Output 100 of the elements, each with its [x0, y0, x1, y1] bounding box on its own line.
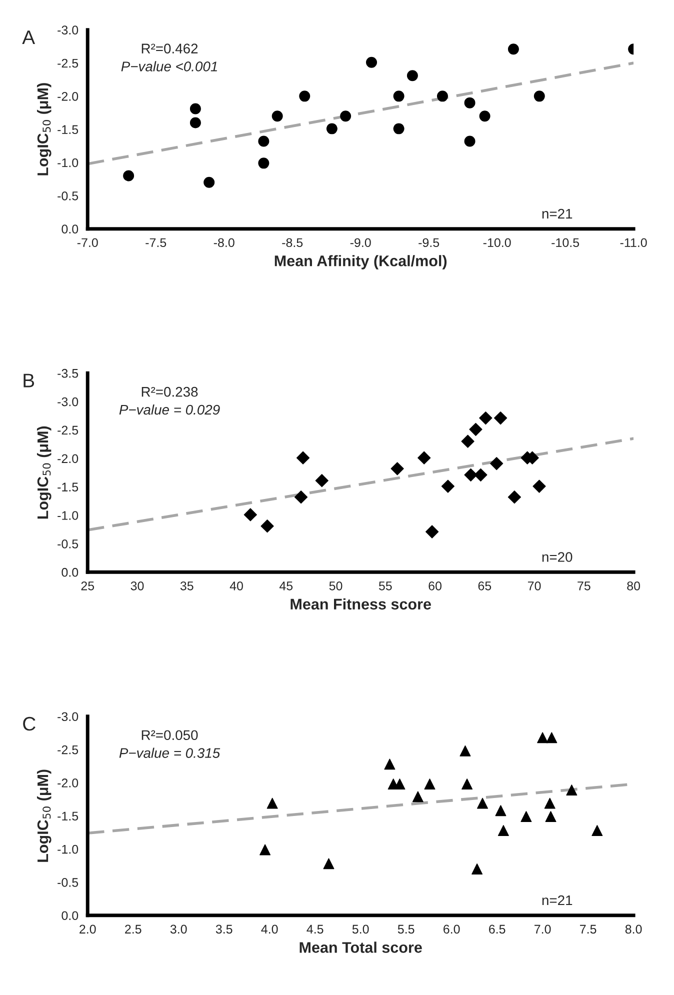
x-tick-label: 55	[378, 582, 392, 590]
point	[190, 117, 201, 128]
text: A	[22, 30, 36, 44]
point	[296, 451, 310, 464]
x-tick-label: -10.5	[552, 238, 580, 248]
y-axis-title: LogIC$_{50}$ (μM)	[36, 770, 52, 862]
point	[390, 462, 404, 476]
point	[532, 480, 546, 493]
x-tick-label: -7.0	[77, 238, 98, 248]
text: C	[23, 716, 36, 731]
x-tick-label: 7.0	[534, 924, 551, 934]
y-tick-label: -2.0	[58, 92, 78, 101]
y-tick-label: -0.5	[58, 878, 78, 887]
x-tick-label: 7.5	[580, 924, 596, 934]
x-tick-label: 60	[428, 581, 442, 590]
y-tick-label: -1.5	[58, 482, 78, 492]
x-tick-label: 5.5	[398, 924, 414, 934]
point	[495, 805, 506, 816]
x-tick-label: -10.0	[483, 238, 511, 248]
y-tick-label: -1.0	[58, 844, 78, 854]
point	[537, 732, 548, 744]
point	[545, 811, 556, 822]
point	[204, 176, 215, 188]
point	[479, 411, 492, 425]
x-tick-label: -7.5	[146, 238, 166, 248]
x-tick-label: 6.5	[489, 924, 506, 934]
x-axis-title: Mean Affinity (Kcal/mol)	[274, 255, 447, 270]
y-tick-label: -3.0	[58, 26, 78, 34]
point	[323, 858, 334, 870]
annotation: n=21	[542, 208, 572, 219]
annotation: P−value <0.001	[121, 61, 217, 72]
point	[460, 745, 471, 756]
point	[260, 844, 271, 856]
x-tick-label: 65	[478, 581, 492, 590]
y-tick-label: -0.5	[58, 191, 78, 200]
point	[425, 525, 439, 538]
point	[190, 103, 201, 114]
y-tick-label: -1.0	[58, 511, 78, 520]
point	[464, 97, 476, 108]
point	[479, 110, 490, 122]
point	[464, 136, 476, 147]
point	[244, 508, 257, 522]
y-tick-label: -1.5	[58, 125, 78, 134]
x-tick-label: -8.5	[282, 238, 303, 248]
point	[461, 434, 474, 448]
y-tick-label: -1.0	[58, 158, 78, 168]
x-tick-label: 45	[279, 582, 293, 590]
y-tick-label: -3.0	[58, 397, 78, 406]
point	[424, 778, 436, 790]
point	[490, 456, 504, 470]
point	[272, 110, 283, 122]
y-tick-label: -2.0	[58, 454, 78, 464]
x-tick-label: 8.0	[625, 924, 642, 934]
x-tick-label: 3.5	[216, 924, 232, 934]
point	[544, 798, 556, 809]
x-tick-label: -8.0	[214, 238, 234, 248]
annotation: P−value = 0.315	[119, 748, 220, 758]
point	[508, 490, 522, 504]
point	[477, 798, 488, 809]
point	[474, 468, 488, 482]
y-tick-label: 0.0	[62, 568, 78, 577]
x-tick-label: 4.5	[306, 924, 324, 934]
y-tick-label: -2.0	[58, 778, 78, 788]
x-tick-label: -9.0	[350, 238, 371, 248]
point	[412, 791, 424, 802]
annotation: R²=0.462	[142, 44, 198, 54]
x-tick-label: 75	[578, 582, 590, 590]
y-tick-label: -2.5	[58, 426, 78, 435]
x-tick-label: 3.0	[170, 924, 187, 934]
point	[260, 520, 274, 533]
y-tick-label: -0.5	[58, 539, 78, 548]
x-tick-label: 4.0	[261, 924, 278, 934]
x-tick-label: 30	[130, 581, 144, 590]
x-tick-label: 6.0	[444, 924, 460, 934]
x-tick-label: 2.0	[80, 924, 96, 934]
x-axis-title: Mean Total score	[300, 942, 422, 953]
point	[406, 70, 418, 82]
point	[258, 158, 270, 169]
point	[294, 490, 308, 504]
annotation: R²=0.050	[142, 730, 198, 740]
point	[472, 863, 483, 874]
y-tick-label: 0.0	[62, 911, 78, 920]
point	[366, 56, 378, 68]
point	[384, 758, 396, 770]
point	[469, 422, 482, 436]
annotation: R²=0.238	[142, 386, 198, 397]
point	[441, 480, 454, 493]
point	[326, 123, 338, 134]
y-axis-title: LogIC$_{50}$ (μM)	[36, 83, 52, 176]
y-tick-label: -3.5	[58, 368, 78, 378]
point	[393, 90, 404, 102]
point	[498, 824, 509, 836]
point	[393, 123, 404, 134]
x-tick-label: 25	[81, 581, 94, 590]
point	[418, 451, 431, 464]
x-tick-label: 40	[230, 581, 243, 590]
point	[592, 824, 603, 836]
y-tick-label: -2.5	[58, 58, 78, 68]
x-tick-label: 35	[180, 581, 194, 590]
point	[340, 110, 352, 122]
